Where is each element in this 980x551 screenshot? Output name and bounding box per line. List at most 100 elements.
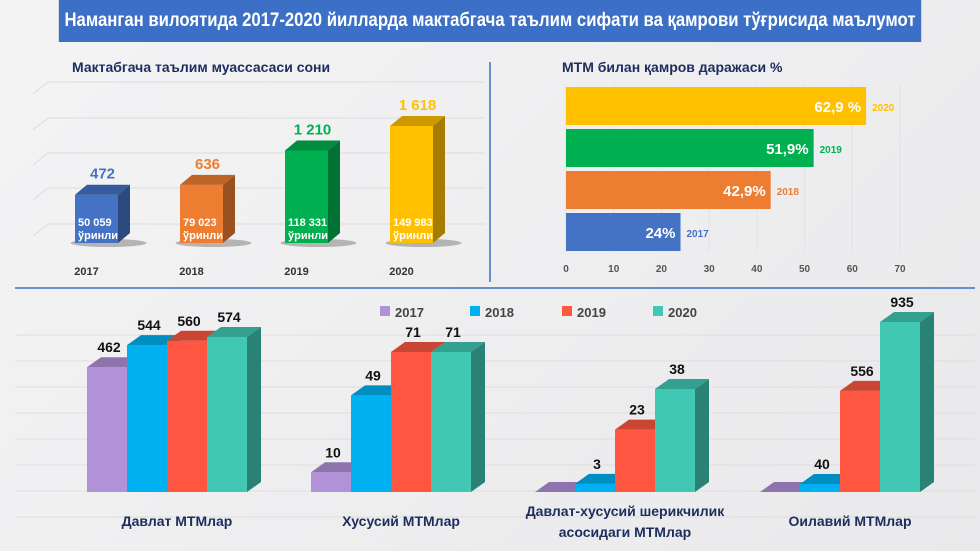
legend-label: 2020 (668, 305, 697, 320)
bar-2020-front (655, 389, 695, 492)
value-label: 38 (669, 361, 685, 377)
chart1-title: Мактабгача таълим муассасаси сони (72, 59, 330, 75)
value-label: 636 (195, 156, 220, 173)
bar-2020-top (880, 312, 934, 322)
bar-2020-side (247, 327, 261, 492)
bar-2019-front (615, 429, 655, 492)
chart2-title: МТМ билан қамров даражаси % (562, 59, 783, 75)
bar-2020-side (695, 379, 709, 492)
x-tick-label: 30 (704, 264, 716, 275)
bar-2020-top (207, 327, 261, 337)
inner-label: 50 059 (78, 217, 112, 229)
value-label: 3 (593, 456, 601, 472)
bar-2018-front (351, 395, 391, 492)
bar-2020-side (433, 116, 445, 243)
bar-2020-front (431, 352, 471, 492)
year-label: 2018 (777, 187, 800, 198)
bar-2019-front (167, 340, 207, 492)
inner-label: 79 023 (183, 217, 217, 229)
year-label: 2019 (820, 145, 843, 156)
bar-2018-front (180, 184, 223, 243)
gridline (32, 152, 49, 166)
x-tick-label: 2017 (74, 266, 98, 278)
value-label: 24% (645, 225, 675, 242)
gridline (32, 223, 49, 237)
value-label: 51,9% (766, 141, 809, 158)
legend-label: 2017 (395, 305, 424, 320)
category-label: Хусусий МТМлар (342, 513, 460, 529)
gridline (32, 117, 49, 131)
bar-2018-front (575, 483, 615, 492)
bar-2018-front (127, 345, 167, 492)
inner-label: 149 983 (393, 217, 433, 229)
bar-2018-side (223, 174, 235, 243)
legend-label: 2018 (485, 305, 514, 320)
value-label: 1 618 (399, 97, 437, 114)
value-label: 560 (177, 313, 201, 329)
bar-2017-top (75, 184, 130, 195)
x-tick-label: 2018 (179, 266, 203, 278)
bar-2017-side (118, 184, 130, 243)
legend-swatch (470, 306, 480, 316)
bar-2017-front (75, 194, 118, 243)
legend-swatch (562, 306, 572, 316)
bar-2018-top (180, 174, 235, 185)
value-label: 62,9 % (814, 99, 861, 116)
bar-2017 (566, 213, 681, 251)
value-label: 544 (137, 317, 161, 333)
value-label: 574 (217, 309, 241, 325)
bar-2020-top (655, 379, 709, 389)
bar-2017-front (87, 367, 127, 492)
value-label: 71 (445, 324, 461, 340)
x-tick-label: 40 (751, 264, 763, 275)
value-label: 935 (890, 294, 914, 310)
bar-2020-side (471, 342, 485, 492)
bar-2020-top (431, 342, 485, 352)
bar-2020-front (390, 126, 433, 243)
year-label: 2020 (872, 103, 895, 114)
category-label: Давлат МТМлар (122, 513, 233, 529)
inner-label: ўринли (288, 230, 328, 242)
bar-2019-front (840, 390, 880, 492)
bar-2018-front (800, 484, 840, 492)
bar-2019-side (328, 140, 340, 243)
gridline (32, 187, 49, 201)
bar-2020-front (880, 322, 920, 492)
value-label: 42,9% (723, 183, 766, 200)
category-label: Оилавий МТМлар (789, 513, 912, 529)
inner-label: 118 331 (288, 217, 327, 229)
value-label: 10 (325, 444, 341, 460)
legend-swatch (653, 306, 663, 316)
x-tick-label: 2020 (389, 266, 413, 278)
category-label: Давлат-хусусий шерикчилик (526, 503, 726, 519)
value-label: 49 (365, 367, 381, 383)
x-tick-label: 10 (608, 264, 620, 275)
x-tick-label: 50 (799, 264, 811, 275)
x-tick-label: 2019 (284, 266, 308, 278)
bar-2020-front (207, 337, 247, 492)
bar-2020 (566, 87, 867, 125)
bar-2019 (566, 129, 814, 167)
year-label: 2017 (687, 229, 710, 240)
value-label: 462 (97, 339, 121, 355)
legend-swatch (380, 306, 390, 316)
bar-2018 (566, 171, 771, 209)
bar-2017-front (311, 472, 351, 492)
bar-2019-front (391, 352, 431, 492)
inner-label: ўринли (78, 230, 118, 242)
page-title: Наманган вилоятида 2017-2020 йилларда ма… (58, 0, 922, 42)
value-label: 1 210 (294, 121, 332, 138)
x-tick-label: 0 (563, 264, 569, 275)
value-label: 556 (850, 363, 874, 379)
inner-label: ўринли (183, 230, 223, 242)
value-label: 472 (90, 166, 115, 183)
legend-label: 2019 (577, 305, 606, 320)
value-label: 23 (629, 402, 645, 418)
value-label: 71 (405, 324, 421, 340)
x-tick-label: 60 (847, 264, 859, 275)
x-tick-label: 70 (894, 264, 906, 275)
category-label: асосидаги МТМлар (559, 524, 691, 540)
bar-2020-side (920, 312, 934, 492)
bar-2020-top (390, 116, 445, 126)
